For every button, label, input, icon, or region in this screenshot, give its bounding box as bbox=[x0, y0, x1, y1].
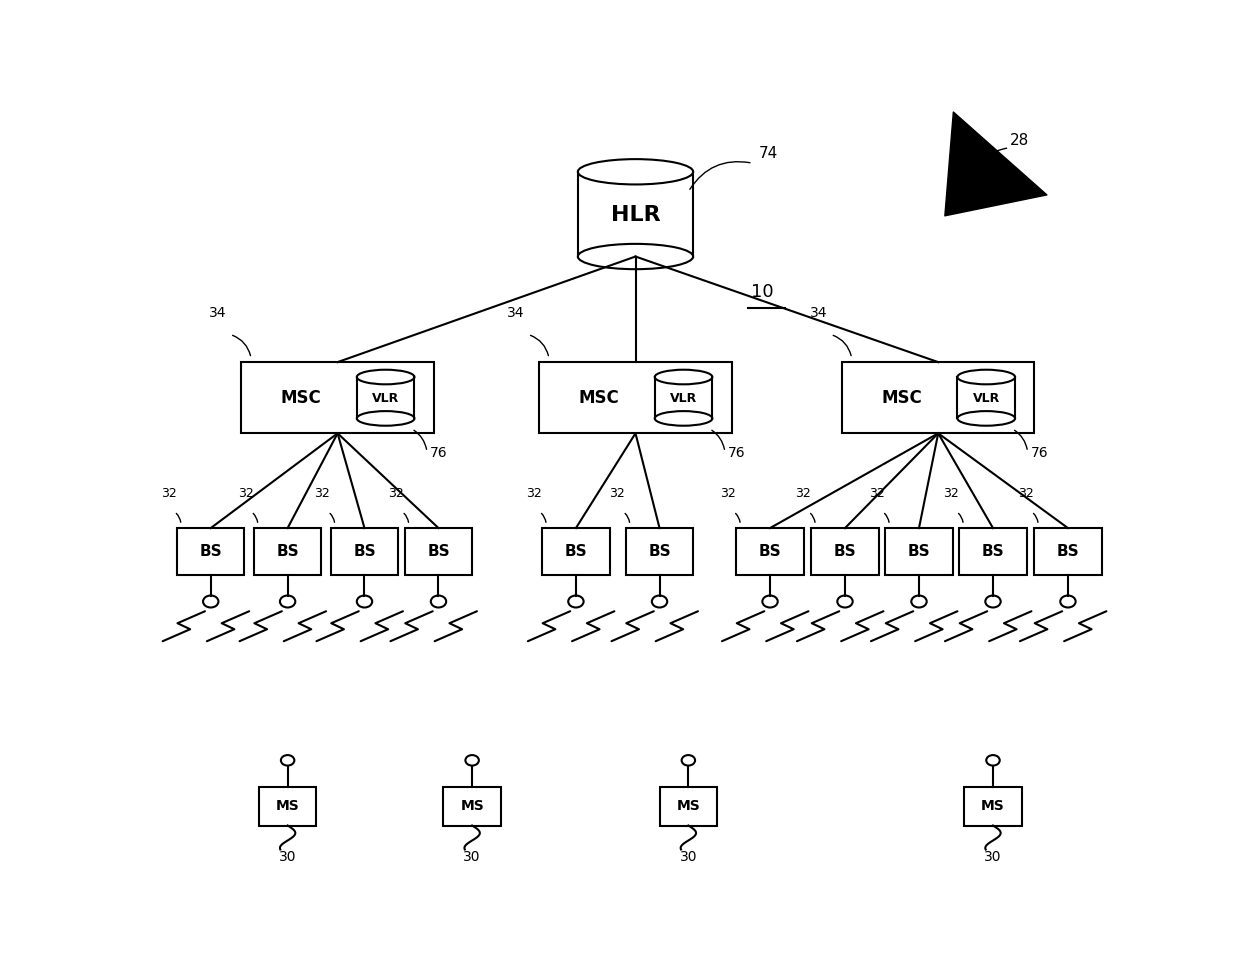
Text: 30: 30 bbox=[985, 850, 1002, 864]
Bar bbox=[626, 528, 693, 574]
Ellipse shape bbox=[465, 755, 479, 766]
Text: 32: 32 bbox=[610, 486, 625, 499]
Bar bbox=[960, 528, 1027, 574]
Text: 10: 10 bbox=[751, 282, 774, 301]
Text: 74: 74 bbox=[759, 146, 777, 161]
Text: BS: BS bbox=[277, 544, 299, 559]
Bar bbox=[1034, 528, 1101, 574]
Ellipse shape bbox=[357, 595, 372, 607]
Bar bbox=[331, 528, 398, 574]
Bar bbox=[542, 528, 610, 574]
Text: 32: 32 bbox=[1018, 486, 1034, 499]
Text: HLR: HLR bbox=[610, 205, 661, 226]
Text: 34: 34 bbox=[810, 306, 827, 320]
Text: BS: BS bbox=[564, 544, 588, 559]
Bar bbox=[885, 528, 952, 574]
Text: BS: BS bbox=[833, 544, 857, 559]
Bar bbox=[444, 786, 501, 825]
Text: MSC: MSC bbox=[280, 389, 321, 407]
Text: 32: 32 bbox=[720, 486, 735, 499]
Ellipse shape bbox=[1060, 595, 1075, 607]
Bar bbox=[965, 786, 1022, 825]
Bar bbox=[259, 786, 316, 825]
Ellipse shape bbox=[682, 755, 696, 766]
Text: 32: 32 bbox=[238, 486, 253, 499]
Ellipse shape bbox=[763, 595, 777, 607]
Text: 30: 30 bbox=[680, 850, 697, 864]
Text: MS: MS bbox=[460, 799, 484, 813]
Text: 30: 30 bbox=[279, 850, 296, 864]
Ellipse shape bbox=[281, 755, 294, 766]
Ellipse shape bbox=[357, 370, 414, 384]
Text: 32: 32 bbox=[795, 486, 811, 499]
Text: 30: 30 bbox=[464, 850, 481, 864]
Text: 32: 32 bbox=[526, 486, 542, 499]
Text: BS: BS bbox=[353, 544, 376, 559]
Ellipse shape bbox=[911, 595, 926, 607]
Ellipse shape bbox=[430, 595, 446, 607]
Text: MS: MS bbox=[275, 799, 300, 813]
Ellipse shape bbox=[203, 595, 218, 607]
Bar bbox=[242, 362, 434, 433]
Text: 32: 32 bbox=[315, 486, 330, 499]
Text: 34: 34 bbox=[507, 306, 525, 320]
Text: BS: BS bbox=[428, 544, 450, 559]
Ellipse shape bbox=[578, 244, 693, 270]
Text: 76: 76 bbox=[728, 447, 745, 460]
Text: BS: BS bbox=[759, 544, 781, 559]
Text: BS: BS bbox=[908, 544, 930, 559]
Ellipse shape bbox=[568, 595, 584, 607]
Bar bbox=[404, 528, 472, 574]
Ellipse shape bbox=[280, 595, 295, 607]
Text: MS: MS bbox=[677, 799, 701, 813]
Text: BS: BS bbox=[982, 544, 1004, 559]
Ellipse shape bbox=[655, 370, 713, 384]
Text: MSC: MSC bbox=[882, 389, 923, 407]
Text: 34: 34 bbox=[208, 306, 227, 320]
Ellipse shape bbox=[957, 370, 1016, 384]
Ellipse shape bbox=[986, 595, 1001, 607]
Text: 32: 32 bbox=[869, 486, 885, 499]
Ellipse shape bbox=[837, 595, 853, 607]
Text: 32: 32 bbox=[161, 486, 176, 499]
Ellipse shape bbox=[652, 595, 667, 607]
Text: BS: BS bbox=[1056, 544, 1079, 559]
Text: VLR: VLR bbox=[372, 392, 399, 405]
Text: 76: 76 bbox=[1030, 447, 1048, 460]
Text: BS: BS bbox=[200, 544, 222, 559]
Text: 32: 32 bbox=[388, 486, 404, 499]
Text: 32: 32 bbox=[942, 486, 959, 499]
Text: VLR: VLR bbox=[972, 392, 999, 405]
Ellipse shape bbox=[957, 412, 1016, 426]
Bar bbox=[660, 786, 717, 825]
Bar bbox=[177, 528, 244, 574]
Text: BS: BS bbox=[649, 544, 671, 559]
Bar bbox=[737, 528, 804, 574]
Ellipse shape bbox=[655, 412, 713, 426]
Ellipse shape bbox=[986, 755, 999, 766]
Ellipse shape bbox=[578, 160, 693, 185]
Ellipse shape bbox=[357, 412, 414, 426]
Text: MS: MS bbox=[981, 799, 1004, 813]
Bar bbox=[539, 362, 732, 433]
Bar bbox=[842, 362, 1034, 433]
Text: MSC: MSC bbox=[579, 389, 619, 407]
Bar bbox=[811, 528, 879, 574]
Text: VLR: VLR bbox=[670, 392, 697, 405]
Text: 28: 28 bbox=[1011, 133, 1029, 148]
Bar bbox=[254, 528, 321, 574]
Text: 76: 76 bbox=[430, 447, 448, 460]
